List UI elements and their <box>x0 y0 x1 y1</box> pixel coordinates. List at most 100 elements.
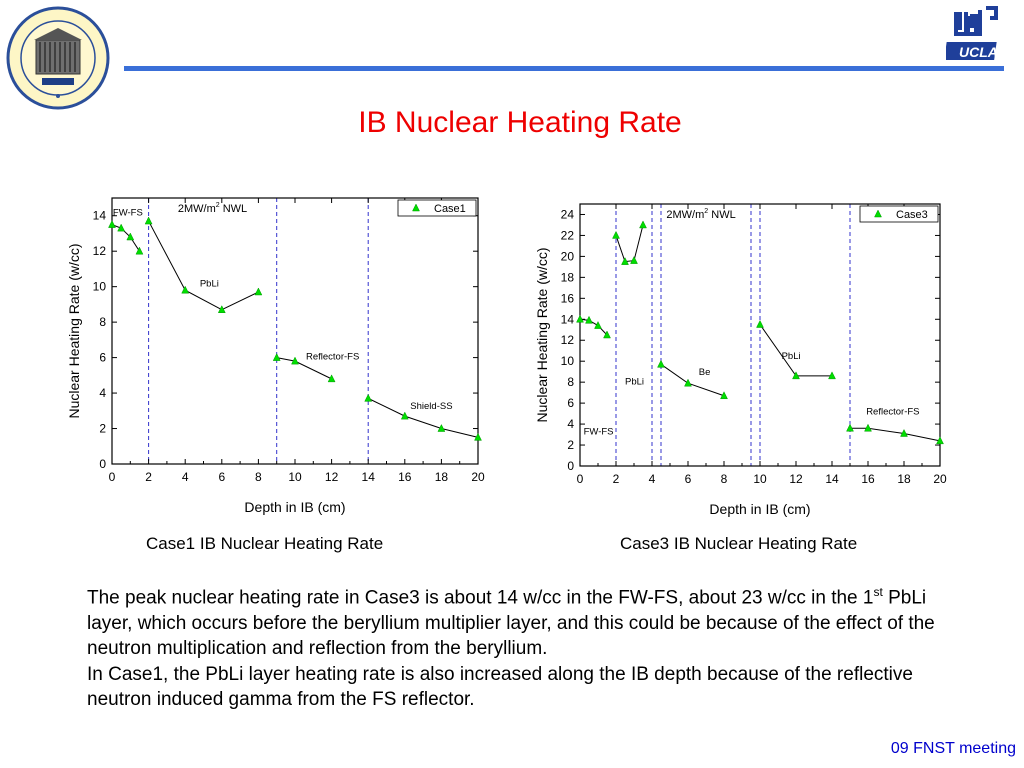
data-point <box>474 432 482 441</box>
data-point <box>936 436 944 445</box>
region-annotation: PbLi <box>200 279 219 290</box>
data-point <box>630 256 638 264</box>
series-line <box>660 363 725 397</box>
x-tick-label: 2 <box>613 472 620 486</box>
data-point <box>576 314 584 323</box>
region-annotation: Reflector-FS <box>866 407 919 418</box>
data-point <box>603 330 611 339</box>
x-tick-label: 2 <box>145 470 152 484</box>
nwl-annotation: 2MW/m2 NWL <box>178 202 247 215</box>
y-tick-label: 14 <box>561 312 575 326</box>
y-tick-label: 6 <box>99 351 106 365</box>
x-tick-label: 18 <box>435 470 449 484</box>
case1-chart: 0 2 4 6 8 10 12 14 16 18 20 0 2 4 6 8 10 12 14 Depth in IB … <box>66 197 485 515</box>
y-tick-label: 8 <box>99 315 106 329</box>
y-tick-label: 14 <box>93 209 107 223</box>
data-point <box>612 230 620 239</box>
y-tick-label: 0 <box>567 459 574 473</box>
plot-frame <box>579 203 941 467</box>
y-tick-label: 2 <box>99 422 106 436</box>
region-annotation: PbLi <box>625 376 644 387</box>
data-point <box>792 371 800 380</box>
x-tick-label: 10 <box>753 472 767 486</box>
legend-box <box>397 199 477 217</box>
y-axis-label: Nuclear Heating Rate (w/cc) <box>534 247 550 422</box>
y-tick-label: 4 <box>567 417 574 431</box>
y-axis-label: Nuclear Heating Rate (w/cc) <box>66 243 82 418</box>
case3-chart: 0 2 4 6 8 10 12 14 16 18 20024681012141618202224De… <box>534 203 947 517</box>
x-tick-label: 0 <box>109 470 116 484</box>
data-point <box>144 216 153 225</box>
legend-label: Case1 <box>434 203 466 215</box>
university-seal-logo <box>6 6 110 110</box>
y-tick-label: 16 <box>561 291 575 305</box>
series-line <box>615 224 644 263</box>
x-tick-label: 12 <box>325 470 339 484</box>
legend-box <box>859 205 939 223</box>
data-point <box>684 378 692 387</box>
superscript-st: st <box>873 585 883 599</box>
data-point <box>327 374 336 383</box>
data-point <box>864 423 872 432</box>
data-point <box>828 371 836 380</box>
y-tick-label: 0 <box>99 457 106 471</box>
data-point <box>126 232 135 241</box>
body-text: The peak nuclear heating rate in Case3 i… <box>87 580 947 713</box>
x-tick-label: 8 <box>255 470 262 484</box>
paragraph-1: The peak nuclear heating rate in Case3 i… <box>87 580 947 662</box>
x-tick-label: 20 <box>471 470 485 484</box>
series-line <box>111 224 140 252</box>
y-tick-label: 12 <box>561 333 575 347</box>
series-line <box>850 427 941 442</box>
data-point <box>594 321 602 329</box>
x-tick-label: 0 <box>577 472 584 486</box>
y-tick-label: 10 <box>93 280 107 294</box>
region-annotation: FW-FS <box>113 208 143 219</box>
x-tick-label: 6 <box>685 472 692 486</box>
legend-marker <box>874 209 882 218</box>
y-tick-label: 8 <box>567 375 574 389</box>
data-point <box>217 305 226 313</box>
x-tick-label: 14 <box>825 472 839 486</box>
data-point <box>108 220 116 228</box>
svg-text:UCLA: UCLA <box>959 44 998 60</box>
data-point <box>900 428 908 437</box>
region-annotation: PbLi <box>782 351 801 362</box>
y-tick-label: 22 <box>561 228 575 242</box>
y-tick-label: 10 <box>561 354 575 368</box>
x-tick-label: 8 <box>721 472 728 486</box>
paragraph-1-part-b: PbLi layer, which occurs before the bery… <box>87 587 935 660</box>
data-point <box>400 411 409 420</box>
data-point <box>135 246 144 255</box>
data-point <box>437 423 446 432</box>
y-tick-label: 24 <box>561 207 575 221</box>
case3-caption: Case3 IB Nuclear Heating Rate <box>620 534 858 553</box>
case1-caption: Case1 IB Nuclear Heating Rate <box>146 534 384 553</box>
y-tick-label: 2 <box>567 438 574 452</box>
y-tick-label: 18 <box>561 270 575 284</box>
y-tick-label: 12 <box>93 244 107 258</box>
nwl-annotation: 2MW/m2 NWL <box>666 208 735 221</box>
x-axis-label: Depth in IB (cm) <box>244 499 345 515</box>
x-tick-label: 20 <box>933 472 947 486</box>
x-tick-label: 10 <box>288 470 302 484</box>
x-tick-label: 14 <box>362 470 376 484</box>
x-tick-label: 4 <box>649 472 656 486</box>
y-tick-label: 20 <box>561 249 575 263</box>
legend-marker <box>412 203 420 212</box>
x-tick-label: 18 <box>897 472 911 486</box>
series-line <box>367 397 479 438</box>
data-point <box>291 356 299 365</box>
x-tick-label: 16 <box>861 472 875 486</box>
data-point <box>272 353 281 361</box>
data-point <box>181 285 190 294</box>
paragraph-1-part-a: The peak nuclear heating rate in Case3 i… <box>87 587 874 609</box>
data-point <box>846 423 854 432</box>
y-tick-label: 6 <box>567 396 574 410</box>
data-point <box>364 393 373 402</box>
paragraph-2: In Case1, the PbLi layer heating rate is… <box>87 663 913 711</box>
x-tick-label: 6 <box>218 470 225 484</box>
plot-frame <box>111 197 479 465</box>
data-point <box>254 287 263 296</box>
x-tick-label: 12 <box>789 472 803 486</box>
